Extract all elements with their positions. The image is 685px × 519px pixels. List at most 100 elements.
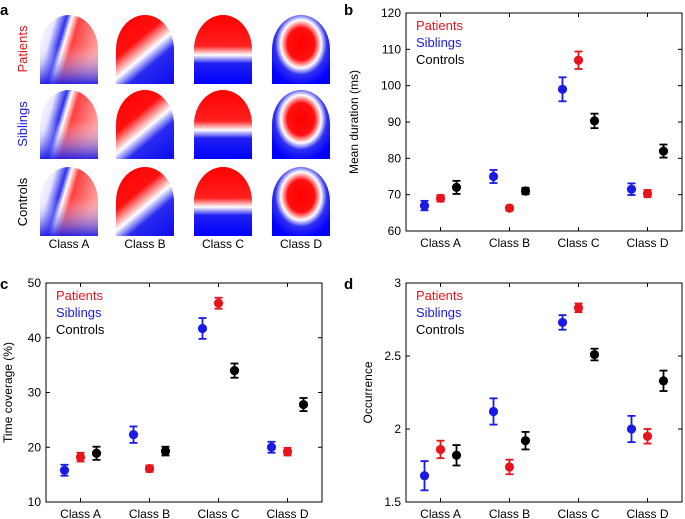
topomap-col-label: Class D [280, 237, 322, 251]
topomap-controls-class-c [194, 167, 252, 236]
y-axis-label: Time coverage (%) [1, 342, 15, 443]
data-point [573, 55, 584, 65]
data-point [589, 116, 600, 126]
legend-entry: Controls [56, 322, 105, 337]
data-point [229, 366, 240, 376]
topomap-siblings-class-a [40, 90, 98, 159]
y-tick-label: 90 [388, 115, 402, 129]
y-tick-label: 60 [388, 224, 402, 238]
data-point [626, 184, 637, 194]
legend-entry: Siblings [416, 305, 462, 320]
x-tick-label: Class B [129, 507, 170, 519]
data-point [282, 447, 293, 457]
chart-occurrence: 1.5 2 2.5 3 Class A Class B Class C Class D Occu… [361, 276, 683, 519]
topomap-siblings-class-d [272, 90, 330, 159]
data-point [435, 444, 446, 455]
x-tick-label: Class A [420, 236, 461, 250]
panel-letter-d: d [344, 276, 353, 293]
x-tick-label: Class C [557, 507, 599, 519]
data-point [298, 399, 309, 410]
topomap-patients-class-a [40, 15, 98, 84]
row-label-siblings: Siblings [15, 101, 30, 147]
legend-entry: Patients [416, 18, 463, 33]
data-point [419, 471, 430, 481]
data-point [504, 203, 515, 213]
topomap-patients-class-c [194, 15, 252, 84]
plot-frame [405, 282, 683, 503]
y-tick-label: 120 [381, 6, 401, 20]
x-tick-label: Class B [489, 507, 530, 519]
data-point [589, 349, 600, 360]
panel-letter-a: a [0, 2, 9, 19]
panel-letter-c: c [0, 276, 8, 293]
data-point [144, 464, 155, 474]
x-tick-label: Class A [420, 507, 461, 519]
data-point [75, 452, 86, 462]
chart-time-coverage: 10 20 30 40 50 Class A Class B Class C Class D Ti… [1, 276, 323, 519]
data-point [520, 186, 531, 196]
y-tick-label: 110 [382, 42, 401, 56]
y-tick-label: 1.5 [384, 495, 401, 509]
data-point [520, 436, 531, 446]
data-point [504, 462, 515, 472]
topomap-patients-class-d [272, 15, 330, 84]
topomap-col-label: Class A [49, 237, 90, 251]
data-point [642, 188, 653, 199]
row-label-patients: Patients [15, 25, 30, 72]
y-tick-label: 50 [28, 276, 42, 290]
data-point [213, 298, 224, 308]
y-axis-label: Occurrence [361, 361, 375, 423]
data-point [59, 465, 70, 475]
legend-entry: Controls [416, 52, 465, 67]
data-point [197, 323, 208, 334]
y-tick-label: 100 [381, 79, 401, 93]
x-tick-label: Class D [626, 507, 668, 519]
data-point [451, 182, 462, 192]
data-point [557, 317, 568, 328]
x-tick-label: Class A [60, 507, 101, 519]
x-tick-label: Class B [489, 236, 530, 250]
panel-letter-b: b [344, 2, 353, 19]
y-tick-label: 10 [28, 495, 42, 509]
data-point [266, 442, 277, 452]
x-tick-label: Class D [626, 236, 668, 250]
data-point [419, 200, 430, 211]
y-tick-label: 40 [28, 331, 42, 345]
topomap-panel: Patients Siblings Controls Class A Class… [15, 15, 330, 251]
data-point [642, 431, 653, 441]
x-tick-label: Class C [557, 236, 599, 250]
y-tick-label: 70 [388, 188, 402, 202]
y-tick-label: 3 [394, 276, 401, 290]
legend-entry: Controls [416, 322, 465, 337]
data-point [435, 193, 446, 203]
legend-entry: Patients [416, 288, 463, 303]
topomap-controls-class-a [40, 167, 98, 236]
topomap-controls-class-b [116, 167, 174, 236]
y-axis-label: Mean duration (ms) [347, 70, 361, 174]
topomap-col-label: Class C [202, 237, 244, 251]
legend-entry: Patients [56, 288, 103, 303]
x-tick-label: Class D [266, 507, 308, 519]
data-point [128, 430, 139, 440]
topomap-col-label: Class B [124, 237, 165, 251]
y-tick-label: 30 [28, 386, 42, 400]
y-tick-label: 2 [394, 422, 401, 436]
data-point [488, 171, 499, 182]
topomap-siblings-class-b [116, 90, 174, 159]
row-label-controls: Controls [15, 177, 30, 226]
y-tick-label: 20 [28, 440, 42, 454]
data-point [658, 146, 669, 156]
x-tick-label: Class C [197, 507, 239, 519]
data-point [451, 450, 462, 460]
legend-entry: Siblings [416, 35, 462, 50]
data-point [626, 424, 637, 434]
y-tick-label: 80 [388, 151, 402, 165]
topomap-controls-class-d [272, 167, 330, 236]
data-point [557, 84, 568, 94]
topomap-siblings-class-c [194, 90, 252, 159]
y-tick-label: 2.5 [384, 349, 401, 363]
data-point [160, 446, 171, 456]
data-point [573, 303, 584, 313]
legend-entry: Siblings [56, 305, 102, 320]
